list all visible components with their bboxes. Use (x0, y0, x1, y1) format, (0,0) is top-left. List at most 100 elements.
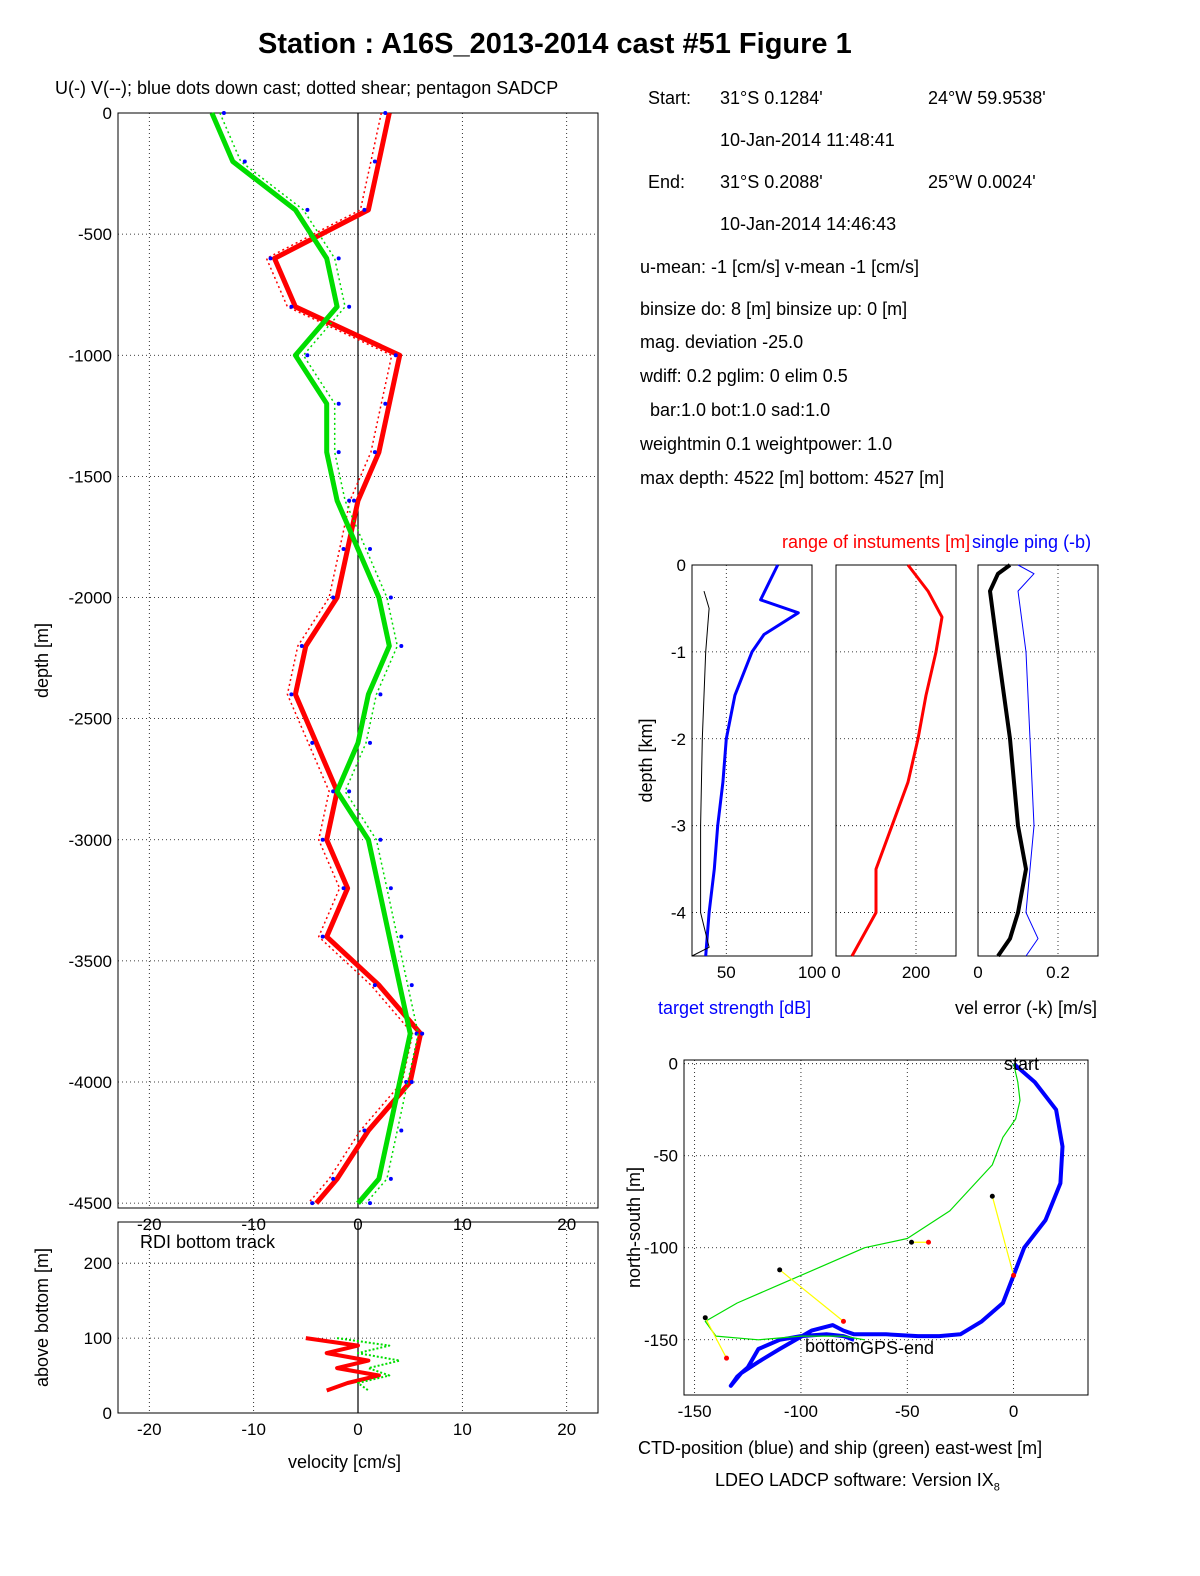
magnetic-deviation-text: mag. deviation -25.0 (640, 332, 804, 352)
range-title: range of instuments [m] (782, 532, 971, 552)
main-ytick-label-9: -4500 (69, 1194, 112, 1213)
main-series-0-dot-21 (362, 1128, 367, 1133)
bottom-track-title: RDI bottom track (140, 1232, 276, 1252)
ts-ytick-label-2: -2 (671, 730, 686, 749)
mean-velocities: u-mean: -1 [cm/s] v-mean -1 [cm/s] (640, 257, 920, 277)
main-series-1-dot-8 (347, 498, 352, 503)
bottom-series-0-line (305, 1336, 381, 1393)
main-ylabel: depth [m] (32, 623, 52, 698)
main-series-0-shear (265, 112, 414, 1204)
verr-xtick-label-1: 0.2 (1046, 963, 1070, 982)
bottom-ylabel: above bottom [m] (32, 1248, 52, 1387)
main-series-0-dot-14 (331, 789, 336, 794)
pos-ship-marker-6 (989, 1193, 995, 1199)
range-xtick-label-0: 0 (831, 963, 840, 982)
bottom-xtick-label-0: -20 (137, 1420, 162, 1439)
start-label: Start: (648, 88, 692, 108)
bottom-marker-label: bottom (805, 1336, 861, 1356)
main-series-1-dot-19 (420, 1031, 425, 1036)
pos-link-2 (779, 1269, 844, 1322)
ts-ytick-label-3: -3 (671, 817, 686, 836)
main-series-1-dot-14 (347, 789, 352, 794)
main-series-0-dot-5 (393, 353, 398, 358)
range-xtick-label-1: 200 (902, 963, 930, 982)
max-depth-text: max depth: 4522 [m] bottom: 4527 [m] (640, 468, 945, 488)
pos-ytick-label-2: -100 (644, 1239, 678, 1258)
main-xtick-label-4: 20 (557, 1215, 576, 1234)
bottom-xtick-label-2: 0 (353, 1420, 362, 1439)
bottom-series-1-line (336, 1337, 401, 1392)
pos-xtick-label-1: -100 (784, 1402, 818, 1421)
main-series-0-dot-17 (320, 934, 325, 939)
end-label: End: (648, 172, 686, 192)
main-xtick-label-0: -20 (137, 1215, 162, 1234)
main-series-0-dot-13 (310, 740, 315, 745)
pos-frame (683, 1059, 1089, 1396)
end-longitude: 25°W 0.0024' (928, 172, 1036, 192)
pos-link-0 (704, 1317, 728, 1359)
main-series-1-dot-0 (221, 111, 226, 115)
main-series-0-dot-18 (372, 983, 377, 988)
main-series-1-dot-18 (409, 983, 414, 988)
pos-ytick-label-3: -150 (644, 1331, 678, 1350)
bottom-ytick-label-0: 0 (103, 1404, 112, 1423)
range-frame (835, 564, 957, 957)
main-series-1-dot-1 (242, 159, 247, 164)
weightmin-text: weightmin 0.1 weightpower: 1.0 (640, 434, 893, 454)
bottom-xtick-label-1: -10 (241, 1420, 266, 1439)
pos-series-1-line (704, 1063, 1021, 1341)
main-ytick-label-1: -500 (78, 225, 112, 244)
ts-series-1-line (691, 590, 710, 957)
bottom-ytick-label-2: 200 (84, 1254, 112, 1273)
verr-series-1-line (1017, 564, 1039, 957)
main-series-1-dot-13 (368, 740, 372, 745)
main-series-1-dot-12 (378, 692, 383, 697)
pos-xtick-label-2: -50 (895, 1402, 920, 1421)
main-series-0-dot-22 (331, 1176, 336, 1181)
main-ytick-label-0: 0 (103, 104, 112, 123)
main-series-0-dot-15 (320, 837, 325, 842)
ts-ylabel: depth [km] (636, 718, 656, 802)
single-ping-title: single ping (-b) (972, 532, 1092, 552)
main-series-1-dot-9 (368, 547, 372, 552)
main-series-0-dot-3 (268, 256, 273, 261)
pos-ctd-marker-4 (926, 1239, 932, 1245)
main-series-0-dot-4 (289, 304, 294, 309)
gps-end-marker-label: GPS-end (860, 1338, 935, 1358)
pos-xtick-label-0: -150 (678, 1402, 712, 1421)
target-strength-xlabel: target strength [dB] (658, 998, 812, 1018)
main-series-1-dot-16 (388, 886, 393, 891)
main-series-0-line (272, 112, 424, 1205)
vel-error-xlabel: vel error (-k) [m/s] (955, 998, 1097, 1018)
main-series-0-dot-2 (362, 207, 367, 212)
pos-ship-marker-0 (702, 1315, 708, 1321)
ts-xtick-label-1: 100 (798, 963, 826, 982)
bottom-xtick-label-4: 20 (557, 1420, 576, 1439)
main-ytick-label-5: -2500 (69, 710, 112, 729)
verr-series-0-line (988, 563, 1028, 958)
main-series-0-dot-0 (383, 111, 388, 115)
ts-ytick-label-1: -1 (671, 643, 686, 662)
main-series-0-dot-7 (372, 450, 377, 455)
main-series-0-dot-11 (299, 643, 304, 648)
main-series-0-dot-1 (372, 159, 377, 164)
wdiff-text: wdiff: 0.2 pglim: 0 elim 0.5 (640, 366, 848, 386)
main-series-0-dot-9 (341, 547, 346, 552)
bottom-xtick-label-3: 10 (453, 1420, 472, 1439)
start-time: 10-Jan-2014 11:48:41 (720, 130, 895, 150)
pos-ctd-marker-0 (724, 1355, 730, 1361)
main-series-1-dot-22 (388, 1176, 393, 1181)
main-series-0-dot-10 (331, 595, 336, 600)
start-latitude: 31°S 0.1284' (720, 88, 823, 108)
start-longitude: 24°W 59.9538' (928, 88, 1046, 108)
pos-link-6 (991, 1196, 1015, 1276)
main-series-1-dot-10 (388, 595, 393, 600)
main-series-1-dot-2 (305, 207, 310, 212)
pos-ctd-marker-2 (840, 1318, 846, 1324)
pos-ship-marker-4 (909, 1239, 915, 1245)
main-xtick-label-1: -10 (241, 1215, 266, 1234)
figure-title: Station : A16S_2013-2014 cast #51 Figure… (258, 28, 852, 60)
main-series-1-dot-20 (409, 1080, 414, 1085)
